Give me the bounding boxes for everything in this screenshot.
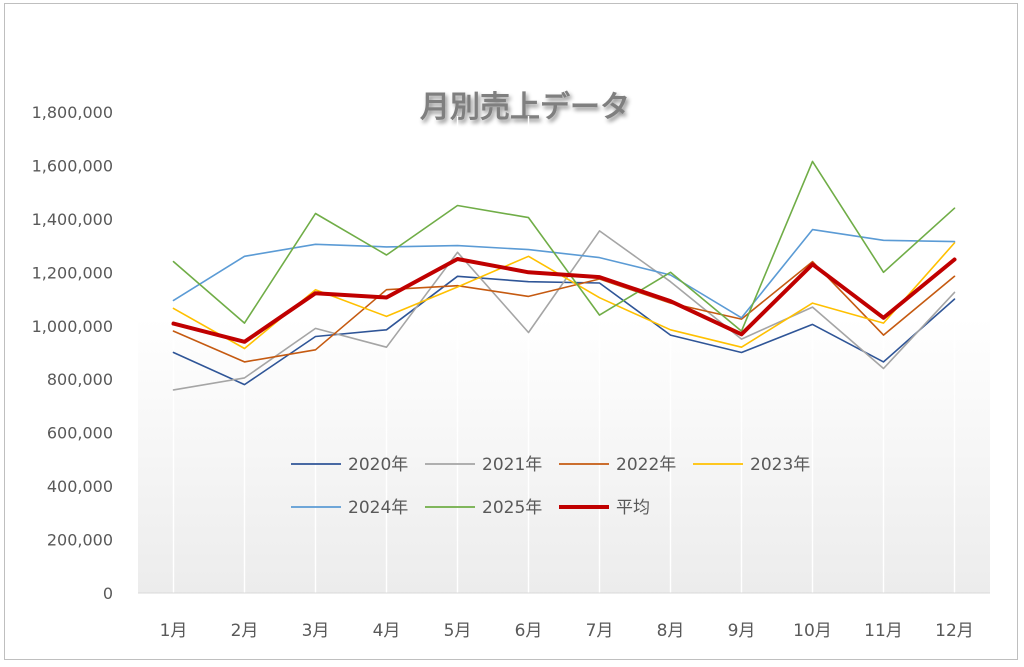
legend-label: 平均 (616, 498, 650, 518)
x-tick-label: 8月 (657, 621, 685, 641)
series-line-1 (172, 230, 956, 391)
y-tick-label: 1,800,000 (32, 103, 113, 122)
y-tick-label: 200,000 (47, 531, 113, 550)
y-tick-label: 0 (103, 584, 113, 603)
y-tick-label: 1,200,000 (32, 263, 113, 282)
x-tick-label: 10月 (793, 621, 832, 641)
x-tick-label: 3月 (302, 621, 330, 641)
legend-label: 2023年 (750, 455, 810, 475)
legend-label: 2021年 (482, 455, 542, 475)
chart-title: 月別売上データ (420, 90, 630, 125)
y-tick-label: 600,000 (47, 424, 113, 443)
y-axis: 0 200,000 400,000 600,000 800,000 1,000,000 1,… (32, 103, 113, 603)
x-tick-label: 11月 (864, 621, 903, 641)
legend: 2020年 2021年 2022年 2023年 2024年 2025年 平均 (291, 455, 810, 518)
series-lines (171, 160, 957, 391)
y-tick-label: 1,400,000 (32, 210, 113, 229)
x-axis: 1月 2月 3月 4月 5月 6月 7月 8月 9月 10月 11月 12月 (138, 592, 990, 641)
series-line-6 (171, 257, 957, 344)
x-tick-label: 7月 (586, 621, 614, 641)
x-tick-label: 6月 (515, 621, 543, 641)
y-tick-label: 800,000 (47, 370, 113, 389)
y-tick-label: 400,000 (47, 477, 113, 496)
legend-label: 2025年 (482, 498, 542, 518)
y-tick-label: 1,600,000 (32, 156, 113, 175)
x-tick-label: 9月 (728, 621, 756, 641)
x-tick-label: 4月 (373, 621, 401, 641)
y-tick-label: 1,000,000 (32, 317, 113, 336)
legend-label: 2022年 (616, 455, 676, 475)
x-tick-label: 1月 (160, 621, 188, 641)
x-tick-label: 5月 (444, 621, 472, 641)
plot-area-background (138, 170, 990, 593)
vertical-gridlines (172, 116, 956, 593)
x-tick-label: 2月 (231, 621, 259, 641)
legend-label: 2024年 (348, 498, 408, 518)
x-tick-label: 12月 (935, 621, 974, 641)
series-line-4 (172, 228, 956, 319)
series-line-5 (172, 160, 956, 332)
legend-label: 2020年 (348, 455, 408, 475)
